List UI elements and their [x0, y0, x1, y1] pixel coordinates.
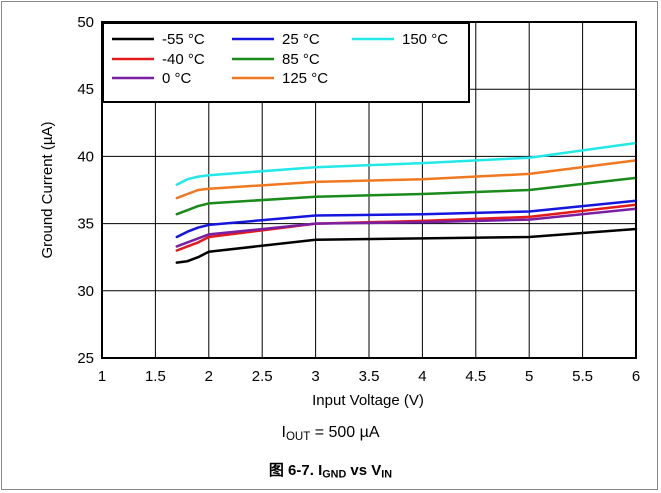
y-tick-label: 50 [77, 14, 94, 31]
series-line [175, 203, 638, 252]
y-tick-label: 35 [77, 216, 94, 233]
series-line [175, 227, 638, 264]
caption-middle: vs V [346, 462, 382, 479]
y-tick-label: 45 [77, 81, 94, 98]
x-tick-label: 4 [418, 368, 426, 385]
legend-label: 150 °C [402, 31, 448, 48]
series-line [175, 159, 638, 200]
caption-subscript-1: GND [322, 468, 347, 481]
x-tick-label: 6 [632, 368, 640, 385]
legend-box [102, 22, 470, 103]
legend-label: 25 °C [282, 31, 320, 48]
legend-label: 0 °C [162, 70, 192, 87]
legend-label: -55 °C [162, 31, 205, 48]
legend: -55 °C 25 °C 150 °C -40 °C 85 °C 0 °C 125 °C [102, 22, 470, 103]
test-condition: IOUT = 500 µA [0, 424, 661, 443]
y-axis-label: Ground Current (µA) [39, 121, 56, 258]
legend-label: 125 °C [282, 70, 328, 87]
x-tick-label: 4.5 [465, 368, 486, 385]
series-line [175, 199, 638, 239]
caption-subscript-2: IN [381, 468, 393, 481]
x-tick-label: 5.5 [572, 368, 593, 385]
x-axis-label: Input Voltage (V) [312, 392, 424, 409]
y-tick-label: 30 [77, 283, 94, 300]
x-tick-labels: 1 1.5 2 2.5 3 3.5 4 4.5 5 5.5 6 [98, 368, 640, 385]
x-tick-label: 1 [98, 368, 106, 385]
x-tick-label: 1.5 [145, 368, 166, 385]
series-line [175, 207, 638, 248]
condition-value: = 500 µA [310, 424, 380, 441]
ground-current-chart: 1 1.5 2 2.5 3 3.5 4 4.5 5 5.5 6 25 30 35 40 45 50 Input… [39, 14, 640, 409]
figure-caption: 图 6-7. IGND vs VIN [0, 459, 661, 481]
condition-subscript: OUT [285, 430, 311, 443]
y-tick-label: 40 [77, 148, 94, 165]
x-tick-label: 2.5 [252, 368, 273, 385]
series-line [175, 141, 638, 186]
x-tick-label: 2 [205, 368, 213, 385]
x-tick-label: 5 [525, 368, 533, 385]
y-tick-label: 25 [77, 350, 94, 367]
series-lines [175, 141, 638, 264]
y-tick-labels: 25 30 35 40 45 50 [77, 14, 94, 367]
x-tick-label: 3.5 [359, 368, 380, 385]
condition-prefix: I [281, 424, 286, 441]
caption-prefix: 图 6-7. I [268, 462, 323, 479]
series-line [175, 176, 638, 216]
legend-label: 85 °C [282, 51, 320, 68]
x-tick-label: 3 [311, 368, 319, 385]
legend-label: -40 °C [162, 51, 205, 68]
